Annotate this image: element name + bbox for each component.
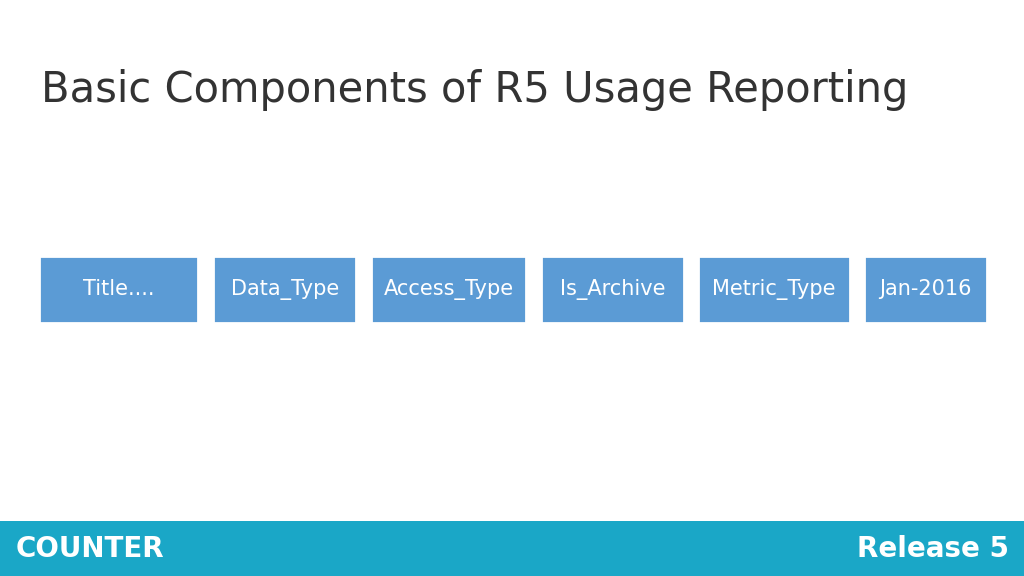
FancyBboxPatch shape [864,256,987,323]
Text: Access_Type: Access_Type [383,279,514,300]
Text: Data_Type: Data_Type [230,279,339,300]
Text: Title....: Title.... [83,279,154,300]
Text: Metric_Type: Metric_Type [713,279,836,300]
FancyBboxPatch shape [39,256,198,323]
Text: COUNTER: COUNTER [15,535,164,563]
Text: Is_Archive: Is_Archive [559,279,666,300]
Text: Release 5: Release 5 [857,535,1009,563]
FancyBboxPatch shape [213,256,356,323]
Text: Basic Components of R5 Usage Reporting: Basic Components of R5 Usage Reporting [41,69,908,111]
FancyBboxPatch shape [698,256,850,323]
Text: Jan-2016: Jan-2016 [880,279,972,300]
FancyBboxPatch shape [541,256,684,323]
FancyBboxPatch shape [0,521,1024,576]
FancyBboxPatch shape [371,256,526,323]
